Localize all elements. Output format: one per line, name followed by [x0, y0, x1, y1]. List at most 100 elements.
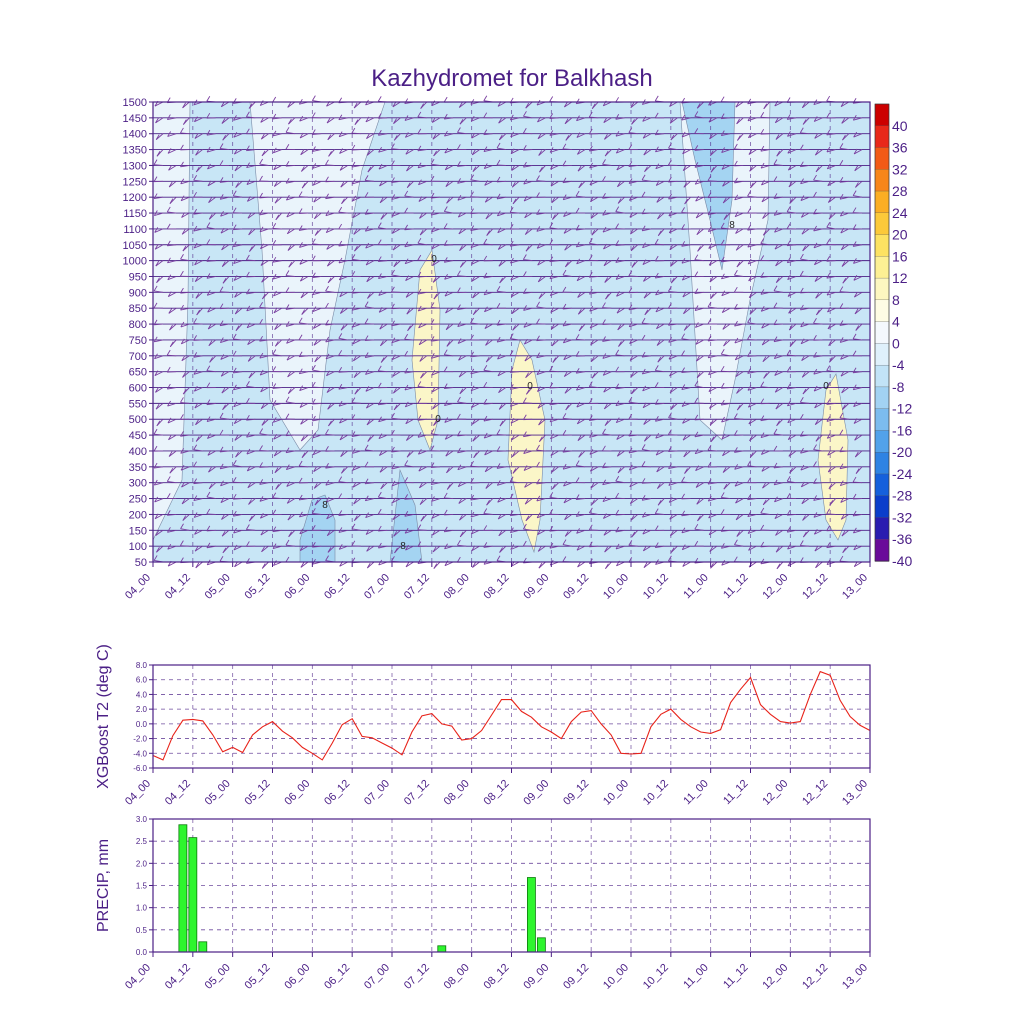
wind-barb-flag [169, 467, 174, 474]
wind-barb [551, 323, 559, 330]
wind-barb [365, 244, 375, 249]
wind-barb-flag [760, 507, 765, 514]
wind-barb [550, 434, 559, 440]
wind-barb [853, 133, 863, 138]
wind-barb-flag [354, 388, 359, 395]
wind-barb-flag [760, 415, 765, 421]
wind-barb-flag [326, 260, 331, 267]
wind-barb [392, 371, 401, 377]
wind-barb [220, 498, 230, 504]
wind-barb-flag [667, 159, 672, 166]
wind-barb [180, 401, 190, 404]
wind-barb [642, 355, 652, 358]
wind-barb-flag [549, 239, 554, 245]
wind-barb [352, 339, 362, 345]
wind-barb-flag [549, 130, 554, 136]
wind-barb-flag [153, 176, 158, 182]
wind-barb-flag [602, 159, 606, 165]
wind-barb [826, 545, 836, 549]
wind-barb [655, 243, 665, 246]
wind-barb-flag [511, 181, 516, 188]
wind-barb-flag [285, 556, 290, 563]
wind-barb-flag [261, 293, 266, 300]
wind-barb [576, 498, 586, 500]
wind-barb-flag [286, 211, 291, 218]
wind-barb-flag [341, 198, 345, 204]
wind-barb [523, 165, 533, 168]
wind-barb-flag [814, 276, 819, 282]
y-tick-label: 600 [129, 383, 147, 395]
wind-barb [761, 339, 770, 346]
wind-barb [630, 371, 639, 378]
wind-barb [484, 180, 493, 186]
wind-barb [246, 307, 256, 312]
wind-barb-flag [588, 238, 593, 244]
wind-barb-flag [615, 257, 620, 263]
wind-barb-flag [209, 357, 214, 363]
wind-barb [536, 482, 546, 485]
wind-barb-flag [588, 255, 593, 261]
wind-barb [431, 339, 441, 342]
wind-barb [853, 276, 863, 281]
wind-barb-flag [419, 229, 424, 236]
wind-barb [800, 307, 810, 311]
wind-barb-flag [510, 527, 514, 533]
wind-barb [524, 212, 533, 219]
wind-barb [800, 258, 810, 262]
wind-barb-flag [737, 135, 741, 141]
wind-barb [181, 482, 190, 488]
wind-barb [418, 307, 427, 312]
wind-barb [154, 339, 164, 343]
wind-barb [405, 561, 414, 568]
wind-barb-flag [443, 113, 448, 120]
wind-barb-flag [509, 493, 514, 499]
wind-barb-flag [589, 288, 593, 295]
wind-barb-flag [245, 397, 250, 404]
wind-barb-flag [813, 368, 818, 375]
wind-barb-flag [181, 498, 186, 505]
wind-barb [708, 260, 718, 266]
wind-barb [194, 387, 203, 392]
wind-barb-flag [443, 206, 448, 212]
wind-barb [800, 401, 810, 404]
wind-barb-flag [392, 497, 396, 504]
wind-barb-flag [813, 116, 818, 122]
wind-barb [405, 402, 414, 408]
wind-barb-flag [523, 111, 527, 117]
wind-barb [285, 180, 295, 184]
wind-barb [590, 466, 599, 472]
wind-barb [391, 180, 401, 184]
wind-barb-flag [707, 461, 712, 468]
wind-barb-flag [668, 210, 673, 217]
wind-barb-flag [828, 213, 833, 220]
wind-barb-flag [537, 133, 542, 139]
wind-barb [167, 418, 177, 424]
wind-barb-flag [325, 463, 329, 469]
x-tick-label: 09_12 [561, 962, 591, 992]
wind-barb-flag [760, 432, 765, 438]
wind-barb [853, 529, 863, 534]
wind-barb [404, 513, 414, 517]
wind-barb-flag [354, 119, 359, 125]
wind-barb-flag [338, 350, 343, 356]
wind-barb [286, 323, 296, 327]
wind-barb-flag [827, 306, 831, 313]
wind-barb-flag [644, 166, 648, 172]
wind-barb-flag [181, 481, 185, 488]
wind-barb [444, 418, 454, 423]
wind-barb [629, 339, 638, 345]
wind-barb-flag [828, 340, 833, 346]
wind-barb-flag [351, 397, 356, 403]
wind-barb-flag [747, 241, 752, 248]
wind-barb-flag [615, 206, 620, 212]
wind-barb-flag [654, 255, 659, 262]
wind-barb-flag [656, 340, 661, 346]
wind-barb [642, 529, 652, 535]
wind-barb-flag [471, 132, 476, 139]
wind-barb-flag [377, 239, 382, 245]
wind-barb-flag [760, 558, 765, 565]
wind-barb-flag [708, 529, 713, 536]
wind-barb-flag [233, 275, 238, 281]
wind-barb [207, 291, 216, 296]
